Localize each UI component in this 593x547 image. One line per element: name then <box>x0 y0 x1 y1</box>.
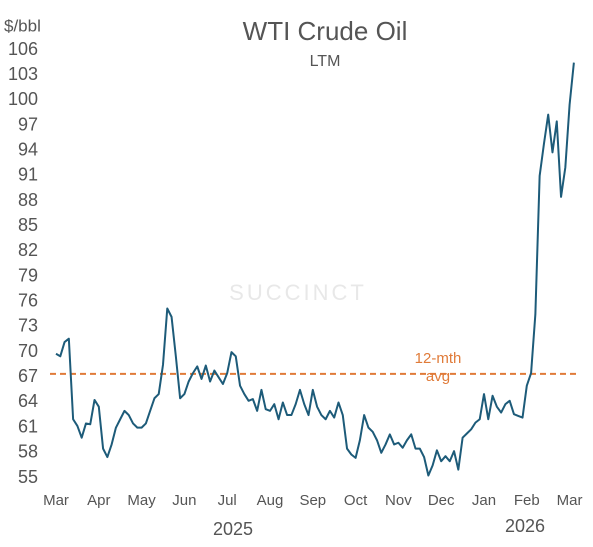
reference-label: 12-mth avg <box>414 350 462 385</box>
y-tick-label: 70 <box>18 341 38 361</box>
y-tick-label: 100 <box>8 89 38 109</box>
y-tick-label: 94 <box>18 139 38 159</box>
x-tick-label: Nov <box>385 492 412 509</box>
y-tick-label: 61 <box>18 416 38 436</box>
y-tick-label: 103 <box>8 64 38 84</box>
x-tick-label: Mar <box>43 492 69 509</box>
y-tick-label: 91 <box>18 165 38 185</box>
watermark: SUCCINCT <box>229 280 367 305</box>
year-label: 2026 <box>505 516 545 536</box>
y-tick-label: 76 <box>18 291 38 311</box>
x-tick-label: May <box>127 492 156 509</box>
y-tick-label: 64 <box>18 391 38 411</box>
y-tick-label: 88 <box>18 190 38 210</box>
y-tick-label: 73 <box>18 316 38 336</box>
chart-title: WTI Crude Oil <box>243 16 408 46</box>
y-tick-label: 97 <box>18 114 38 134</box>
x-tick-label: Dec <box>428 492 455 509</box>
x-tick-label: Jun <box>172 492 196 509</box>
x-tick-label: Oct <box>344 492 368 509</box>
x-tick-label: Aug <box>257 492 284 509</box>
price-line <box>55 62 575 477</box>
y-tick-label: 67 <box>18 366 38 386</box>
chart-subtitle: LTM <box>310 53 341 70</box>
y-tick-label: 79 <box>18 265 38 285</box>
x-tick-label: Sep <box>299 492 326 509</box>
x-tick-label: Feb <box>514 492 540 509</box>
y-tick-label: 55 <box>18 467 38 487</box>
y-tick-label: 58 <box>18 442 38 462</box>
y-tick-label: 85 <box>18 215 38 235</box>
y-axis-label: $/bbl <box>4 16 41 35</box>
x-tick-label: Jul <box>218 492 237 509</box>
y-tick-label: 106 <box>8 39 38 59</box>
year-label: 2025 <box>213 519 253 539</box>
x-tick-label: Apr <box>87 492 110 509</box>
x-tick-label: Jan <box>472 492 496 509</box>
x-tick-label: Mar <box>557 492 583 509</box>
y-tick-label: 82 <box>18 240 38 260</box>
